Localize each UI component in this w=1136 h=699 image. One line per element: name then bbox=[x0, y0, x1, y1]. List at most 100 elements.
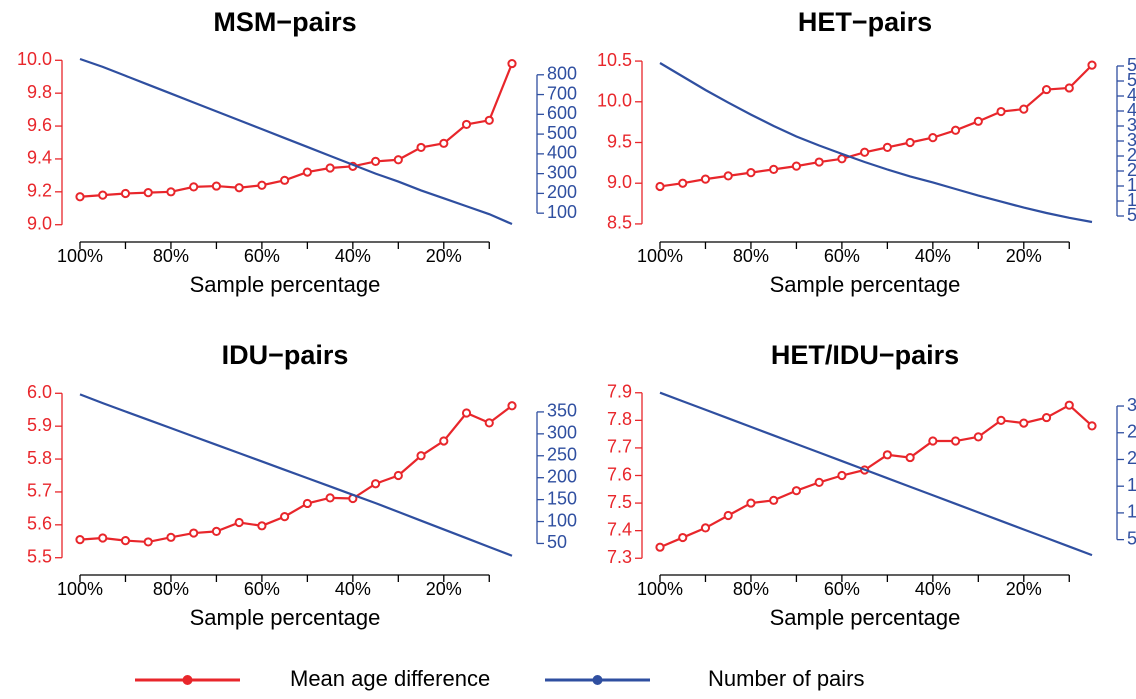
x-tick-label: 20% bbox=[1006, 246, 1042, 266]
data-point bbox=[973, 116, 983, 126]
data-point bbox=[211, 181, 222, 191]
data-point bbox=[723, 171, 733, 181]
x-tick-label: 80% bbox=[733, 579, 769, 599]
y2-tick-label: 50 bbox=[547, 532, 567, 552]
data-point bbox=[143, 188, 153, 198]
series-line bbox=[79, 57, 513, 226]
data-point bbox=[950, 436, 961, 446]
data-point bbox=[280, 175, 290, 185]
data-point bbox=[837, 470, 847, 481]
y-tick-label: 7.4 bbox=[607, 519, 632, 539]
y2-tick-label: 150 bbox=[547, 488, 577, 508]
y-tick-label: 9.0 bbox=[607, 172, 632, 192]
y2-tick-label: 550 bbox=[1127, 55, 1136, 75]
x-tick-label: 80% bbox=[153, 579, 189, 599]
data-point bbox=[461, 408, 472, 418]
y-tick-label: 7.5 bbox=[607, 492, 632, 512]
chart-title: HET−pairs bbox=[798, 7, 932, 37]
data-point bbox=[370, 156, 381, 167]
y-tick-label: 5.7 bbox=[27, 481, 52, 501]
y-tick-label: 9.5 bbox=[607, 131, 632, 151]
x-tick-label: 80% bbox=[733, 246, 769, 266]
y2-tick-label: 800 bbox=[547, 64, 577, 84]
data-point bbox=[325, 493, 335, 503]
data-point bbox=[120, 188, 131, 199]
data-point bbox=[950, 125, 961, 135]
x-tick-label: 60% bbox=[824, 246, 860, 266]
y2-tick-label: 250 bbox=[547, 445, 577, 465]
y-tick-label: 9.0 bbox=[27, 213, 52, 233]
data-point bbox=[370, 479, 381, 489]
data-point bbox=[416, 451, 426, 461]
chart-title: MSM−pairs bbox=[213, 7, 356, 37]
data-point bbox=[189, 182, 199, 192]
y-tick-label: 5.6 bbox=[27, 514, 52, 534]
y-tick-label: 7.3 bbox=[607, 547, 632, 567]
data-point bbox=[655, 181, 665, 192]
data-point bbox=[814, 477, 824, 487]
x-tick-label: 40% bbox=[335, 246, 371, 266]
data-point bbox=[1041, 84, 1052, 95]
legend-marker bbox=[592, 675, 603, 685]
data-point bbox=[973, 432, 983, 442]
y2-tick-label: 50 bbox=[1127, 205, 1136, 225]
data-point bbox=[700, 174, 711, 184]
x-tick-label: 100% bbox=[57, 246, 103, 266]
data-point bbox=[928, 436, 938, 446]
data-point bbox=[189, 528, 199, 538]
y-tick-label: 10.0 bbox=[17, 49, 52, 69]
x-axis-label: Sample percentage bbox=[770, 605, 961, 630]
series-line bbox=[659, 64, 1093, 188]
x-axis-label: Sample percentage bbox=[190, 272, 381, 297]
data-point bbox=[655, 542, 665, 552]
series-line bbox=[659, 403, 1093, 549]
y-tick-label: 10.0 bbox=[597, 91, 632, 111]
y2-tick-label: 350 bbox=[1127, 115, 1136, 135]
data-point bbox=[905, 452, 915, 463]
y2-tick-label: 300 bbox=[1127, 395, 1136, 415]
chart-title: IDU−pairs bbox=[222, 340, 349, 370]
y2-tick-label: 150 bbox=[1127, 175, 1136, 195]
y2-tick-label: 200 bbox=[1127, 448, 1136, 468]
data-point bbox=[257, 521, 267, 531]
data-point bbox=[98, 190, 108, 200]
data-point bbox=[234, 183, 244, 193]
x-tick-label: 60% bbox=[244, 579, 280, 599]
data-point bbox=[484, 418, 494, 428]
data-point bbox=[98, 533, 108, 543]
y-tick-label: 9.4 bbox=[27, 148, 52, 168]
y2-tick-label: 100 bbox=[547, 510, 577, 530]
data-point bbox=[723, 510, 733, 521]
y-tick-label: 7.6 bbox=[607, 464, 632, 484]
y-tick-label: 5.9 bbox=[27, 415, 52, 435]
y2-tick-label: 250 bbox=[1127, 145, 1136, 165]
y2-tick-label: 400 bbox=[1127, 100, 1136, 120]
data-point bbox=[746, 498, 756, 508]
data-point bbox=[996, 106, 1006, 117]
x-axis-label: Sample percentage bbox=[190, 605, 381, 630]
data-point bbox=[1087, 421, 1097, 431]
y-tick-label: 10.5 bbox=[597, 50, 632, 70]
x-tick-label: 80% bbox=[153, 246, 189, 266]
x-tick-label: 40% bbox=[915, 579, 951, 599]
x-tick-label: 20% bbox=[1006, 579, 1042, 599]
y2-tick-label: 50 bbox=[1127, 528, 1136, 548]
data-point bbox=[1041, 412, 1052, 423]
data-point bbox=[746, 168, 756, 178]
series-line bbox=[659, 391, 1093, 557]
data-point bbox=[1064, 83, 1074, 93]
y2-tick-label: 400 bbox=[547, 143, 577, 163]
data-point bbox=[484, 115, 494, 125]
data-point bbox=[928, 133, 938, 143]
y2-tick-label: 300 bbox=[547, 423, 577, 443]
data-point bbox=[700, 523, 711, 533]
data-point bbox=[769, 495, 779, 505]
data-point bbox=[905, 137, 915, 148]
y2-tick-label: 100 bbox=[547, 202, 577, 222]
data-point bbox=[393, 470, 403, 481]
y-tick-label: 8.5 bbox=[607, 213, 632, 233]
data-point bbox=[257, 180, 267, 190]
data-point bbox=[678, 178, 688, 188]
data-point bbox=[166, 532, 176, 542]
series-line bbox=[79, 393, 513, 557]
